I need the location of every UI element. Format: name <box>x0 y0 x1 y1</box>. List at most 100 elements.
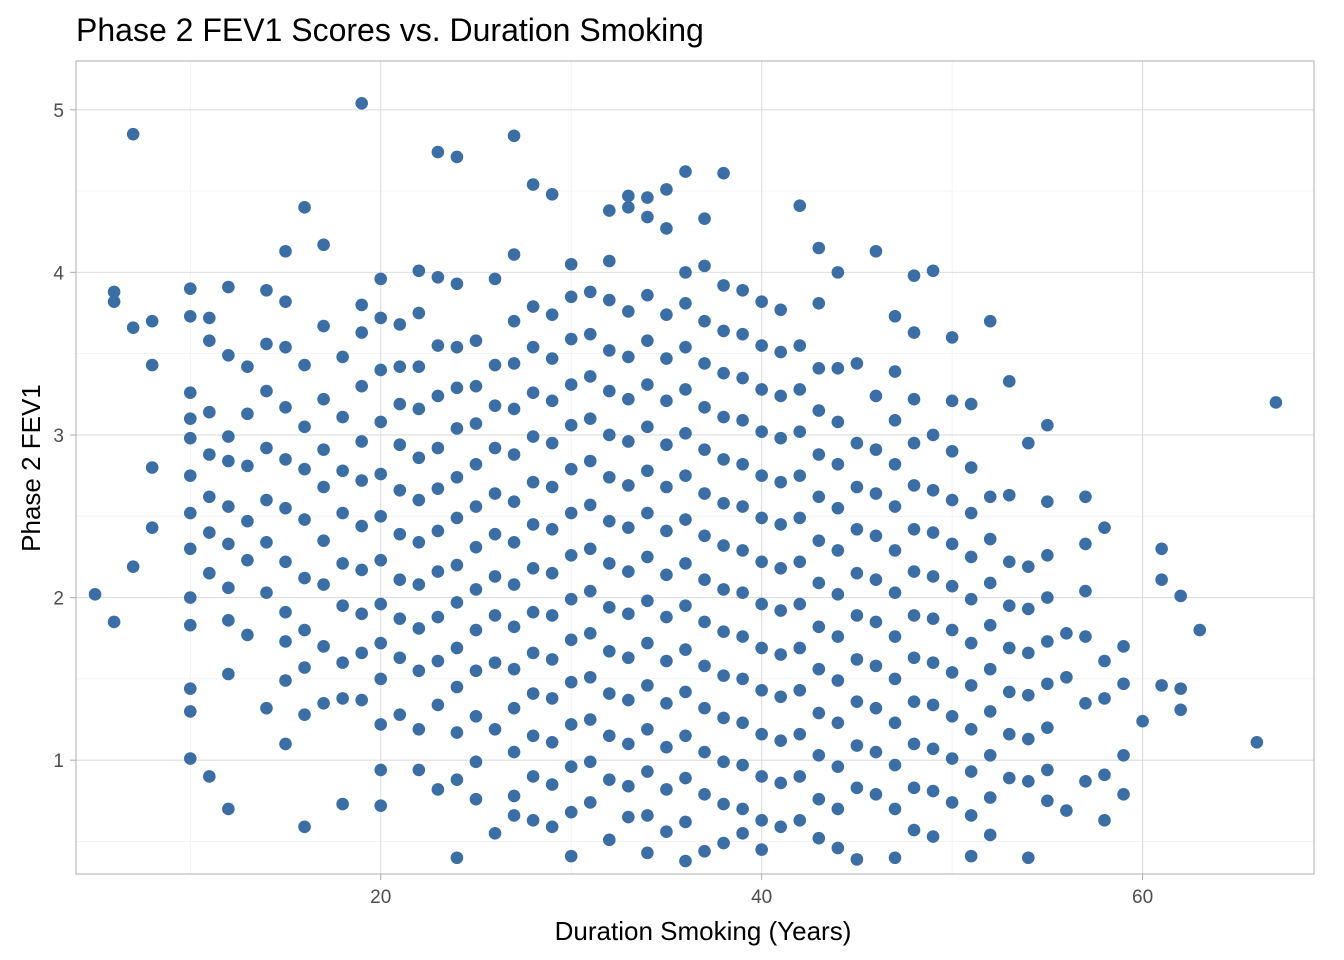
data-point <box>831 588 845 601</box>
data-point <box>583 542 597 556</box>
data-point <box>602 384 616 398</box>
data-point <box>393 318 407 331</box>
data-point <box>831 544 845 557</box>
data-point <box>126 560 140 573</box>
data-point <box>1041 591 1054 604</box>
data-point <box>698 357 711 370</box>
data-point <box>755 770 768 783</box>
data-point <box>831 760 845 773</box>
data-point <box>203 490 216 504</box>
data-point <box>469 664 483 678</box>
data-point <box>717 836 730 850</box>
data-point <box>222 280 235 294</box>
data-point <box>1041 495 1054 508</box>
data-point <box>583 370 597 383</box>
data-point <box>1041 763 1054 777</box>
data-point <box>526 386 540 400</box>
data-point <box>850 853 864 866</box>
data-point <box>888 802 902 816</box>
data-point <box>145 358 159 372</box>
data-point <box>812 792 826 806</box>
data-point <box>1117 677 1130 691</box>
data-point <box>145 314 159 328</box>
data-point <box>717 755 730 769</box>
data-point <box>983 828 997 842</box>
data-point <box>641 679 654 692</box>
data-point <box>926 264 940 278</box>
data-point <box>602 773 616 786</box>
data-point <box>793 555 807 569</box>
data-point <box>660 654 673 668</box>
data-point <box>393 360 407 373</box>
data-point <box>469 379 483 393</box>
data-point <box>660 825 673 839</box>
data-point <box>679 383 692 396</box>
data-point <box>774 431 788 445</box>
data-point <box>717 625 730 639</box>
data-point <box>412 451 426 465</box>
data-point <box>793 597 807 611</box>
data-point <box>1079 584 1092 598</box>
data-point <box>1041 549 1054 562</box>
data-point <box>755 597 768 611</box>
y-tick-label: 3 <box>53 426 64 447</box>
data-point <box>374 597 388 611</box>
data-point <box>564 718 578 731</box>
data-point <box>107 615 121 629</box>
data-point <box>241 553 254 567</box>
data-point <box>660 352 673 365</box>
data-point <box>793 469 807 482</box>
data-point <box>736 630 749 643</box>
data-point <box>183 282 197 295</box>
data-point <box>393 612 407 626</box>
data-point <box>850 695 864 708</box>
data-point <box>393 527 407 541</box>
data-point <box>793 683 807 697</box>
data-point <box>622 737 635 751</box>
data-point <box>564 805 578 819</box>
data-point <box>526 178 540 191</box>
data-point <box>736 327 749 341</box>
data-point <box>507 357 521 370</box>
data-point <box>469 457 483 471</box>
data-point <box>298 420 311 434</box>
data-point <box>679 643 692 656</box>
data-point <box>850 522 864 536</box>
data-point <box>888 851 902 865</box>
data-point <box>717 797 730 811</box>
data-point <box>1022 436 1035 450</box>
data-point <box>507 662 521 676</box>
data-point <box>564 675 578 689</box>
data-point <box>641 636 654 650</box>
data-point <box>602 204 616 217</box>
data-point <box>641 846 654 860</box>
data-point <box>1022 688 1035 702</box>
data-point <box>412 763 426 777</box>
data-point <box>526 687 540 700</box>
data-point <box>507 402 521 416</box>
data-point <box>888 586 902 600</box>
data-point <box>983 314 997 328</box>
data-point <box>545 522 559 536</box>
data-point <box>545 188 559 201</box>
data-point <box>641 506 654 520</box>
data-point <box>583 713 597 726</box>
data-point <box>774 604 788 617</box>
data-point <box>1022 646 1035 660</box>
data-point <box>107 295 121 308</box>
data-point <box>526 475 540 489</box>
data-point <box>1022 851 1035 865</box>
data-point <box>983 705 997 718</box>
y-axis-title: Phase 2 FEV1 <box>16 384 46 552</box>
data-point <box>888 544 902 557</box>
data-point <box>526 562 540 575</box>
data-point <box>279 605 292 619</box>
data-point <box>1155 542 1168 556</box>
data-point <box>298 661 311 674</box>
data-point <box>907 565 921 578</box>
data-point <box>660 610 673 624</box>
data-point <box>336 410 349 424</box>
x-tick-label: 20 <box>370 887 391 908</box>
data-point <box>622 189 635 203</box>
data-point <box>774 648 788 661</box>
